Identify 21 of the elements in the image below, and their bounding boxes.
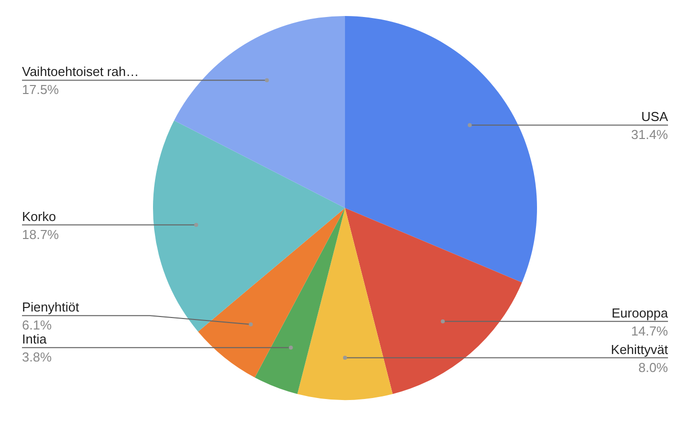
slice-label: Vaihtoehtoiset rah… xyxy=(22,64,139,80)
slice-label: Kehittyvät xyxy=(610,342,668,357)
data-label: 31.4% xyxy=(631,127,668,142)
pie-slice xyxy=(174,16,345,208)
pie-slice xyxy=(345,16,537,282)
pie-slice xyxy=(198,208,345,378)
data-label: 14.7% xyxy=(631,323,668,338)
data-label: 8.0% xyxy=(638,360,668,375)
pie-slice xyxy=(153,120,345,332)
data-label: 17.5% xyxy=(22,82,60,98)
pie-slice xyxy=(254,208,345,394)
data-label: 6.1% xyxy=(22,318,52,333)
pie-slice xyxy=(345,208,522,394)
slice-label: Intia xyxy=(22,332,48,347)
slice-label: USA xyxy=(641,109,668,124)
slice-label: Eurooppa xyxy=(612,305,669,320)
slice-label: Pienyhtiöt xyxy=(22,300,80,315)
pie-slice xyxy=(297,208,393,400)
data-label: 3.8% xyxy=(22,350,52,365)
data-label: 18.7% xyxy=(22,226,60,242)
slice-label: Korko xyxy=(22,208,56,224)
